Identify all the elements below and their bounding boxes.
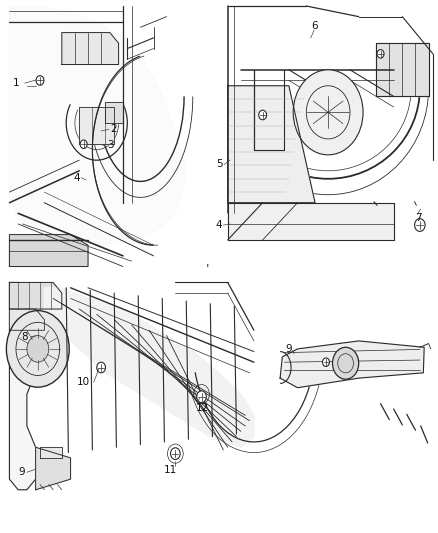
Polygon shape: [228, 203, 394, 240]
Text: 11: 11: [163, 465, 177, 474]
Text: 10: 10: [77, 377, 90, 387]
Polygon shape: [10, 282, 62, 309]
Text: 4: 4: [74, 173, 81, 183]
Circle shape: [415, 219, 425, 231]
Circle shape: [377, 50, 384, 58]
Circle shape: [27, 336, 49, 362]
Circle shape: [332, 348, 359, 379]
Polygon shape: [280, 341, 424, 387]
Polygon shape: [62, 33, 119, 64]
Circle shape: [36, 76, 44, 85]
Polygon shape: [10, 282, 62, 490]
Polygon shape: [44, 288, 254, 447]
Polygon shape: [10, 6, 184, 245]
Polygon shape: [106, 102, 123, 123]
Text: 3: 3: [107, 140, 114, 150]
Text: 5: 5: [216, 159, 223, 169]
Circle shape: [97, 362, 106, 373]
Polygon shape: [35, 447, 71, 490]
Circle shape: [322, 358, 329, 367]
Text: 7: 7: [415, 213, 421, 223]
Text: 12: 12: [196, 403, 209, 414]
Polygon shape: [79, 107, 114, 144]
Circle shape: [170, 448, 180, 459]
Text: 6: 6: [312, 21, 318, 31]
Text: ': ': [205, 263, 209, 276]
Circle shape: [293, 70, 363, 155]
Polygon shape: [10, 235, 88, 266]
Text: 1: 1: [13, 78, 19, 88]
Circle shape: [7, 311, 69, 387]
Text: 8: 8: [21, 332, 28, 342]
Circle shape: [197, 391, 206, 402]
Circle shape: [80, 140, 87, 149]
Text: 9: 9: [18, 467, 25, 477]
Text: 9: 9: [286, 344, 292, 354]
Text: 2: 2: [110, 124, 117, 134]
Circle shape: [259, 110, 267, 120]
Text: 4: 4: [215, 220, 223, 230]
Polygon shape: [10, 309, 44, 330]
Polygon shape: [376, 43, 428, 96]
Polygon shape: [40, 447, 62, 458]
Polygon shape: [228, 86, 315, 203]
